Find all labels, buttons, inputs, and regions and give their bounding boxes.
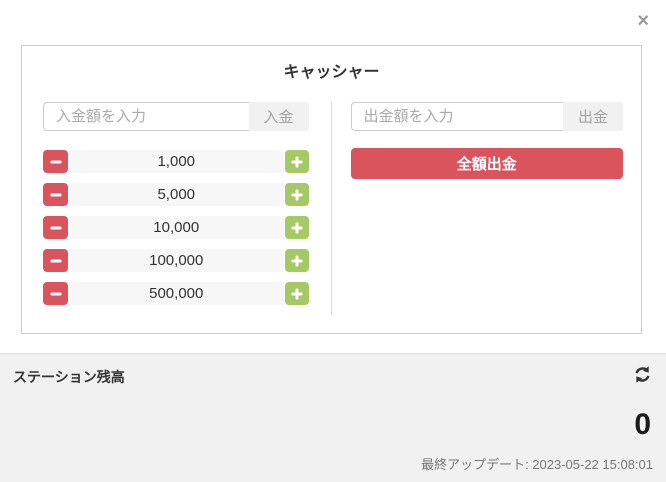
increase-button[interactable] bbox=[284, 150, 309, 173]
modal-title: キャッシャー bbox=[283, 64, 380, 81]
quick-amount-row: 500,000 bbox=[43, 282, 309, 305]
minus-icon bbox=[50, 160, 61, 163]
minus-icon bbox=[50, 226, 61, 229]
minus-icon bbox=[50, 193, 61, 196]
quick-amount-row: 100,000 bbox=[43, 249, 309, 272]
deposit-panel: 入金 1,000 5,000 10,000 100,000 500,000 bbox=[22, 102, 332, 315]
quick-amount-value: 5,000 bbox=[69, 183, 284, 206]
deposit-button[interactable]: 入金 bbox=[248, 102, 309, 131]
withdraw-button[interactable]: 出金 bbox=[563, 102, 623, 131]
deposit-amount-input[interactable] bbox=[43, 102, 249, 131]
quick-amount-row: 10,000 bbox=[43, 216, 309, 239]
withdraw-all-button[interactable]: 全額出金 bbox=[350, 148, 623, 179]
decrease-button[interactable] bbox=[43, 183, 68, 206]
decrease-button[interactable] bbox=[43, 282, 68, 305]
station-balance-label: ステーション残高 bbox=[13, 369, 125, 385]
cashier-columns: 入金 1,000 5,000 10,000 100,000 500,000 出金 全額出… bbox=[22, 102, 641, 315]
increase-button[interactable] bbox=[284, 183, 309, 206]
quick-amount-list: 1,000 5,000 10,000 100,000 500,000 bbox=[43, 150, 309, 305]
refresh-icon-glyph bbox=[635, 366, 650, 383]
increase-button[interactable] bbox=[284, 216, 309, 239]
increase-button[interactable] bbox=[284, 249, 309, 272]
refresh-icon[interactable] bbox=[633, 365, 652, 384]
quick-amount-row: 5,000 bbox=[43, 183, 309, 206]
minus-icon bbox=[50, 292, 61, 295]
quick-amount-row: 1,000 bbox=[43, 150, 309, 173]
station-balance-value: 0 bbox=[634, 408, 651, 441]
decrease-button[interactable] bbox=[43, 150, 68, 173]
withdraw-input-group: 出金 bbox=[350, 102, 623, 131]
station-balance-section: ステーション残高 0 最終アップデート: 2023-05-22 15:08:01 bbox=[0, 353, 666, 482]
quick-amount-value: 1,000 bbox=[69, 150, 284, 173]
quick-amount-value: 500,000 bbox=[69, 282, 284, 305]
decrease-button[interactable] bbox=[43, 216, 68, 239]
deposit-input-group: 入金 bbox=[43, 102, 309, 131]
withdraw-panel: 出金 全額出金 bbox=[332, 102, 642, 315]
withdraw-amount-input[interactable] bbox=[350, 102, 563, 131]
quick-amount-value: 10,000 bbox=[69, 216, 284, 239]
decrease-button[interactable] bbox=[43, 249, 68, 272]
minus-icon bbox=[50, 259, 61, 262]
increase-button[interactable] bbox=[284, 282, 309, 305]
last-update-text: 最終アップデート: 2023-05-22 15:08:01 bbox=[421, 457, 653, 472]
cashier-modal: キャッシャー 入金 1,000 5,000 10,000 100,000 500,000… bbox=[21, 45, 642, 334]
close-icon[interactable]: × bbox=[637, 10, 649, 32]
quick-amount-value: 100,000 bbox=[69, 249, 284, 272]
